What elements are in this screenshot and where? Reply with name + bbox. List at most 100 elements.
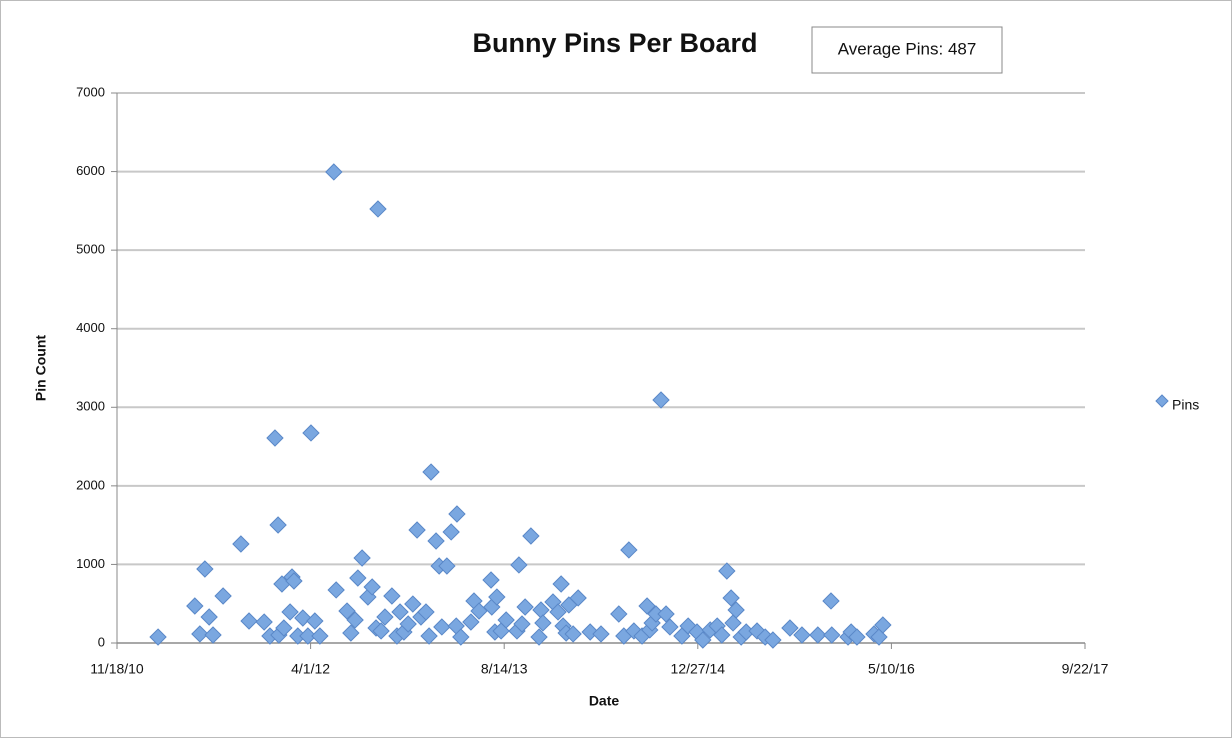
point [569, 589, 587, 607]
point [408, 521, 426, 539]
point [306, 612, 324, 630]
point [438, 557, 456, 575]
point [513, 615, 531, 633]
point [420, 627, 438, 645]
point [204, 626, 222, 644]
x-tick-label: 8/14/13 [481, 661, 528, 677]
point [281, 603, 299, 621]
point [482, 571, 500, 589]
point [342, 624, 360, 642]
point [764, 631, 782, 649]
point [240, 612, 258, 630]
point [311, 627, 329, 645]
point [638, 597, 656, 615]
point [848, 628, 866, 646]
point [874, 616, 892, 634]
point [822, 592, 840, 610]
point [383, 587, 401, 605]
point [510, 556, 528, 574]
point [488, 588, 506, 606]
y-tick-label: 2000 [76, 477, 105, 492]
point [427, 532, 445, 550]
point [534, 614, 552, 632]
x-tick-label: 11/18/10 [90, 661, 144, 677]
point [727, 601, 745, 619]
x-tick-label: 9/22/17 [1062, 661, 1109, 677]
y-tick-label: 0 [98, 634, 105, 649]
point [417, 603, 435, 621]
point [327, 581, 345, 599]
point [302, 424, 320, 442]
point [399, 615, 417, 633]
point [338, 602, 356, 620]
y-tick-label: 4000 [76, 320, 105, 335]
point [433, 618, 451, 636]
point [448, 505, 466, 523]
point [346, 611, 364, 629]
point [186, 597, 204, 615]
point [610, 605, 628, 623]
point [353, 549, 371, 567]
point [452, 628, 470, 646]
x-axis-label: Date [589, 693, 620, 709]
point [823, 626, 841, 644]
point [349, 569, 367, 587]
point [214, 587, 232, 605]
point [694, 631, 712, 649]
point [793, 626, 811, 644]
point [516, 598, 534, 616]
point [522, 527, 540, 545]
point [269, 516, 287, 534]
point [470, 602, 488, 620]
y-tick-label: 7000 [76, 84, 105, 99]
y-axis-label: Pin Count [33, 335, 49, 401]
point [376, 608, 394, 626]
point [404, 595, 422, 613]
point [196, 560, 214, 578]
point [679, 617, 697, 635]
point [442, 523, 460, 541]
point [294, 609, 312, 627]
point [724, 614, 742, 632]
point [299, 627, 317, 645]
point [657, 605, 675, 623]
point [552, 575, 570, 593]
point [391, 603, 409, 621]
point [422, 463, 440, 481]
point [266, 429, 284, 447]
point [497, 611, 515, 629]
point [718, 562, 736, 580]
y-tick-label: 6000 [76, 163, 105, 178]
point [285, 572, 303, 590]
y-tick-label: 3000 [76, 399, 105, 414]
legend-label: Pins [1172, 397, 1199, 413]
point [625, 622, 643, 640]
point [200, 608, 218, 626]
y-tick-label: 1000 [76, 556, 105, 571]
point [661, 618, 679, 636]
point [620, 541, 638, 559]
point [564, 625, 582, 643]
y-tick-label: 5000 [76, 242, 105, 257]
point [652, 391, 670, 409]
annotation-box [811, 26, 1003, 74]
point [781, 619, 799, 637]
annotation: Average Pins: 487 [838, 39, 977, 58]
chart-title: Bunny Pins Per Board [472, 28, 757, 58]
point [530, 628, 548, 646]
point [809, 626, 827, 644]
point [462, 613, 480, 631]
point [363, 578, 381, 596]
legend-marker [1155, 394, 1169, 408]
point [149, 628, 167, 646]
point [232, 535, 250, 553]
x-tick-label: 12/27/14 [671, 661, 726, 677]
point [592, 625, 610, 643]
point [325, 163, 343, 181]
point [191, 625, 209, 643]
point [748, 622, 766, 640]
x-tick-label: 4/1/12 [291, 661, 330, 677]
point [369, 200, 387, 218]
